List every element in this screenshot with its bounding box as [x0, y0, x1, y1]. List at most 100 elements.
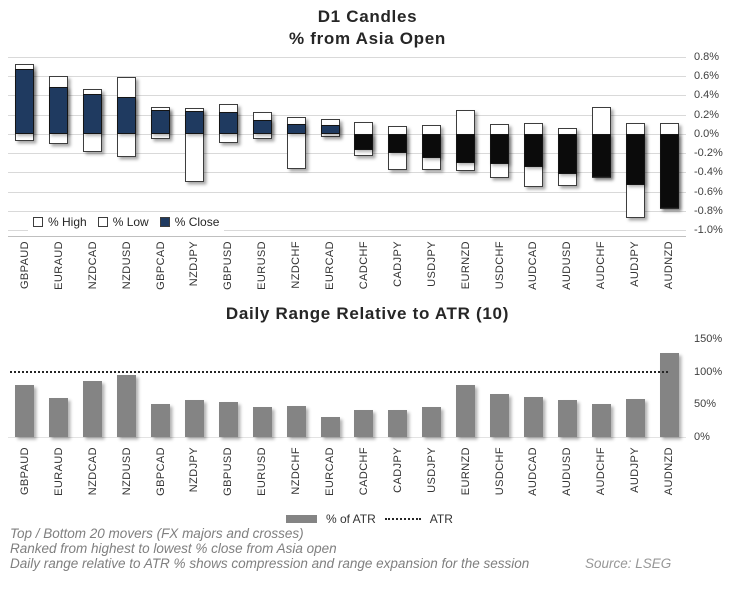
- candle-close-USDJPY: [422, 133, 442, 158]
- top-x-axis-label-EURAUD: EURAUD: [52, 241, 65, 290]
- atr-bar-AUDCHF: [591, 403, 611, 437]
- bottom-x-axis-label-USDCHF: USDCHF: [493, 447, 506, 496]
- bottom-x-axis-label-CADJPY: CADJPY: [391, 447, 404, 493]
- atr-bar-CADCHF: [354, 409, 374, 437]
- atr-bar-GBPUSD: [218, 402, 238, 437]
- top-y-axis-label: 0.4%: [694, 89, 720, 101]
- top-x-axis-label-GBPCAD: GBPCAD: [154, 241, 167, 290]
- top-x-axis-label-CADJPY: CADJPY: [391, 241, 404, 287]
- atr-line-swatch-icon: [384, 518, 421, 520]
- bottom-x-axis-label-GBPCAD: GBPCAD: [154, 447, 167, 496]
- candle-close-GBPUSD: [218, 111, 238, 134]
- top-x-axis-label-USDJPY: USDJPY: [425, 241, 438, 287]
- legend-item-low: % Low: [97, 215, 149, 229]
- atr-bar-CADJPY: [388, 409, 408, 437]
- footer-note-3: Daily range relative to ATR % shows comp…: [10, 556, 530, 571]
- legend-low-label: % Low: [112, 215, 149, 229]
- top-gridline-0.0%: [8, 134, 686, 135]
- top-x-axis-label-AUDCHF: AUDCHF: [595, 241, 608, 290]
- top-y-axis-label: -0.8%: [694, 205, 723, 217]
- candle-close-NZDCHF: [286, 124, 306, 134]
- candle-close-AUDCAD: [523, 133, 543, 168]
- atr-bar-GBPCAD: [151, 404, 170, 437]
- bottom-x-axis-label-NZDJPY: NZDJPY: [188, 447, 201, 493]
- top-gridline-0.4%: [8, 95, 686, 96]
- atr-bar-NZDUSD: [117, 374, 137, 437]
- top-gridline-0.2%: [8, 115, 686, 116]
- top-x-axis-label-EURUSD: EURUSD: [256, 241, 269, 290]
- atr-bar-EURAUD: [49, 397, 69, 437]
- candle-close-CADJPY: [388, 133, 408, 153]
- bottom-y-axis-label: 100%: [694, 366, 723, 378]
- top-x-axis-label-NZDCAD: NZDCAD: [86, 241, 99, 290]
- top-x-axis-label-NZDCHF: NZDCHF: [290, 241, 303, 289]
- bottom-x-axis-label-NZDCAD: NZDCAD: [86, 447, 99, 496]
- top-y-axis-label: -0.2%: [694, 147, 723, 159]
- atr-bar-EURCAD: [320, 417, 340, 437]
- atr-bar-AUDUSD: [557, 399, 577, 437]
- bottom-x-axis-label-AUDCAD: AUDCAD: [527, 447, 540, 496]
- bottom-chart-legend: % of ATR ATR: [286, 512, 453, 526]
- legend-atr-bar-label: % of ATR: [326, 512, 376, 526]
- top-y-axis-label: 0.8%: [694, 51, 720, 63]
- top-gridline--0.2%: [8, 153, 686, 154]
- top-x-axis-label-AUDNZD: AUDNZD: [663, 241, 675, 290]
- top-x-axis-label-AUDUSD: AUDUSD: [561, 241, 574, 290]
- atr-bar-AUDCAD: [523, 397, 543, 437]
- bottom-x-axis-label-AUDNZD: AUDNZD: [663, 447, 675, 496]
- legend-atr-line-label: ATR: [429, 512, 453, 526]
- atr-bar-EURUSD: [252, 406, 272, 437]
- bottom-x-axis-label-GBPAUD: GBPAUD: [18, 447, 31, 496]
- atr-bar-USDJPY: [422, 406, 442, 437]
- top-gridline--0.8%: [8, 211, 686, 212]
- bottom-x-axis-label-EURUSD: EURUSD: [256, 447, 269, 496]
- bottom-x-axis-label-AUDUSD: AUDUSD: [561, 447, 574, 496]
- top-chart-title-line1: D1 Candles: [317, 7, 418, 26]
- top-y-axis-label: 0.2%: [694, 109, 720, 121]
- top-chart-legend: % High % Low % Close: [28, 213, 225, 231]
- atr-bar-USDCHF: [490, 393, 509, 437]
- top-x-axis-label-GBPAUD: GBPAUD: [18, 241, 31, 290]
- bottom-x-axis-label-EURAUD: EURAUD: [52, 447, 65, 496]
- footer-note-1: Top / Bottom 20 movers (FX majors and cr…: [10, 526, 304, 541]
- top-gridline-0.8%: [8, 57, 686, 58]
- candle-close-AUDCHF: [591, 133, 611, 178]
- top-x-axis-label-EURCAD: EURCAD: [324, 241, 337, 290]
- candle-close-AUDNZD: [659, 133, 679, 208]
- atr-bar-EURNZD: [456, 385, 476, 437]
- atr-bar-NZDCHF: [286, 405, 306, 437]
- bottom-x-axis-label-AUDCHF: AUDCHF: [595, 447, 608, 496]
- atr-bar-NZDJPY: [184, 399, 204, 437]
- high-swatch-icon: [33, 217, 43, 227]
- candle-close-EURAUD: [49, 86, 69, 134]
- candle-close-AUDUSD: [557, 133, 577, 175]
- bottom-x-axis-label-EURCAD: EURCAD: [324, 447, 337, 496]
- bottom-y-axis-label: 150%: [694, 333, 723, 345]
- candle-close-EURUSD: [252, 120, 272, 134]
- top-x-axis-label-NZDJPY: NZDJPY: [188, 241, 201, 287]
- bottom-y-axis-label: 0%: [694, 431, 710, 443]
- atr-bar-AUDJPY: [625, 399, 645, 437]
- top-x-axis-label-AUDJPY: AUDJPY: [629, 241, 642, 287]
- bottom-x-axis-label-AUDJPY: AUDJPY: [629, 447, 642, 493]
- close-swatch-icon: [159, 217, 170, 227]
- candle-close-NZDJPY: [184, 110, 204, 134]
- bottom-x-axis-label-USDJPY: USDJPY: [425, 447, 438, 493]
- atr-bar-NZDCAD: [83, 381, 103, 437]
- top-x-axis-label-NZDUSD: NZDUSD: [120, 241, 133, 290]
- legend-item-close: % Close: [159, 215, 219, 229]
- top-gridline-0.6%: [8, 76, 686, 77]
- top-x-axis-label-GBPUSD: GBPUSD: [222, 241, 235, 290]
- top-x-axis-label-AUDCAD: AUDCAD: [527, 241, 540, 290]
- top-y-axis-label: -1.0%: [694, 224, 723, 236]
- candle-close-GBPCAD: [151, 109, 170, 134]
- candle-close-EURCAD: [320, 125, 340, 134]
- top-gridline--0.4%: [8, 172, 686, 173]
- bottom-x-axis-label-NZDCHF: NZDCHF: [290, 447, 303, 495]
- atr-bar-swatch-icon: [286, 515, 317, 523]
- bottom-x-axis-label-GBPUSD: GBPUSD: [222, 447, 235, 496]
- candle-close-AUDJPY: [625, 133, 645, 185]
- top-y-axis-label: -0.6%: [694, 186, 723, 198]
- top-x-axis-label-USDCHF: USDCHF: [493, 241, 506, 290]
- top-x-axis-label-EURNZD: EURNZD: [459, 241, 472, 290]
